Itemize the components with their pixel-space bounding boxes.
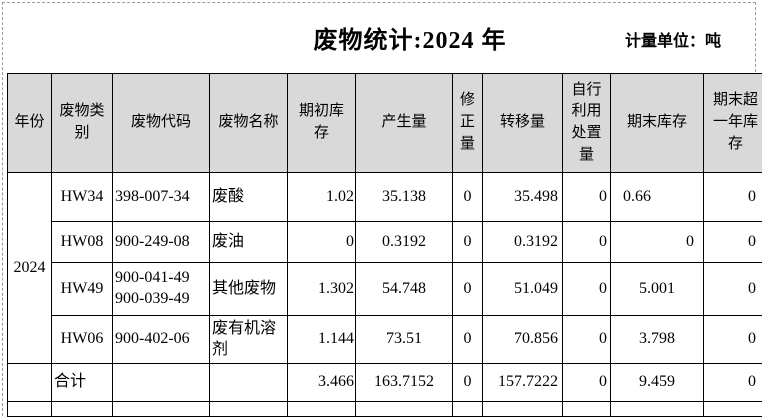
empty-cell xyxy=(7,401,52,417)
cell-transferred: 51.049 xyxy=(482,262,563,316)
cell-total-generated: 163.7152 xyxy=(355,363,453,402)
col-opening-stock: 期初库存 xyxy=(287,73,356,173)
empty-row xyxy=(7,401,762,417)
header-row: 年份 废物类别 废物代码 废物名称 期初库存 产生量 修正量 转移量 自行利用处… xyxy=(7,73,762,173)
cell-opening: 1.02 xyxy=(287,172,356,222)
cell-correction: 0 xyxy=(452,221,483,263)
cell-opening: 1.144 xyxy=(287,315,356,364)
empty-cell xyxy=(482,401,563,417)
empty-cell xyxy=(562,401,611,417)
col-name: 废物名称 xyxy=(209,73,288,173)
cell-total-correction: 0 xyxy=(452,363,483,402)
col-category: 废物类别 xyxy=(51,73,113,173)
cell-category: HW49 xyxy=(51,262,113,316)
col-generated: 产生量 xyxy=(355,73,453,173)
empty-cell xyxy=(51,401,113,417)
cell-total-transferred: 157.7222 xyxy=(482,363,563,402)
cell-year: 2024 xyxy=(7,172,52,364)
cell-name-empty xyxy=(209,363,288,402)
cell-transferred: 70.856 xyxy=(482,315,563,364)
cell-correction: 0 xyxy=(452,262,483,316)
cell-name: 废油 xyxy=(209,221,288,263)
cell-code: 398-007-34 xyxy=(112,172,210,222)
col-closing-stock: 期末库存 xyxy=(610,73,704,173)
cell-closing: 0 xyxy=(610,221,704,263)
cell-self-disposal: 0 xyxy=(562,221,611,263)
measure-unit-label: 计量单位：吨 xyxy=(625,33,722,50)
cell-category: HW34 xyxy=(51,172,113,222)
table-row: HW08 900-249-08 废油 0 0.3192 0 0.3192 0 0… xyxy=(8,221,762,263)
print-area-dashed-right xyxy=(755,2,756,72)
empty-cell xyxy=(610,401,704,417)
table-row: 2024 HW34 398-007-34 废酸 1.02 35.138 0 35… xyxy=(7,172,762,364)
cell-year-empty xyxy=(7,363,52,402)
col-transferred: 转移量 xyxy=(482,73,563,173)
cell-code: 900-041-49 900-039-49 xyxy=(112,262,210,316)
cell-correction: 0 xyxy=(452,315,483,364)
cell-name: 其他废物 xyxy=(209,262,288,316)
cell-self-disposal: 0 xyxy=(562,172,611,222)
cell-code: 900-249-08 xyxy=(112,221,210,263)
cell-over-year: 0 xyxy=(703,172,762,222)
cell-correction: 0 xyxy=(452,172,483,222)
cell-category: HW08 xyxy=(51,221,113,263)
cell-generated: 73.51 xyxy=(355,315,453,364)
cell-transferred: 35.498 xyxy=(482,172,563,222)
empty-cell xyxy=(287,401,356,417)
cell-name: 废酸 xyxy=(209,172,288,222)
empty-cell xyxy=(703,401,762,417)
cell-generated: 35.138 xyxy=(355,172,453,222)
cell-code-empty xyxy=(112,363,210,402)
cell-closing: 3.798 xyxy=(610,315,704,364)
cell-over-year: 0 xyxy=(703,221,762,263)
empty-cell xyxy=(355,401,453,417)
empty-cell xyxy=(209,401,288,417)
print-area-dashed-top xyxy=(2,2,756,3)
cell-total-opening: 3.466 xyxy=(287,363,356,402)
cell-generated: 0.3192 xyxy=(355,221,453,263)
cell-category: HW06 xyxy=(51,315,113,364)
cell-closing: 0.66 xyxy=(610,172,704,222)
cell-over-year: 0 xyxy=(703,262,762,316)
cell-total-label: 合计 xyxy=(51,363,113,402)
empty-cell xyxy=(112,401,210,417)
cell-self-disposal: 0 xyxy=(562,315,611,364)
cell-transferred: 0.3192 xyxy=(482,221,563,263)
total-row: 合计 3.466 163.7152 0 157.7222 0 9.459 0 xyxy=(7,363,762,402)
empty-cell xyxy=(452,401,483,417)
cell-opening: 0 xyxy=(287,221,356,263)
cell-self-disposal: 0 xyxy=(562,262,611,316)
col-correction: 修正量 xyxy=(452,73,483,173)
table-row: HW06 900-402-06 废有机溶剂 1.144 73.51 0 70.8… xyxy=(8,315,762,364)
cell-name: 废有机溶剂 xyxy=(209,315,288,364)
col-self-disposal: 自行利用处置量 xyxy=(562,73,611,173)
cell-code: 900-402-06 xyxy=(112,315,210,364)
cell-opening: 1.302 xyxy=(287,262,356,316)
cell-total-closing: 9.459 xyxy=(610,363,704,402)
print-area-dashed-left xyxy=(2,2,3,416)
cell-closing: 5.001 xyxy=(610,262,704,316)
cell-total-over-year: 0 xyxy=(703,363,762,402)
cell-over-year: 0 xyxy=(703,315,762,364)
cell-total-self-disposal: 0 xyxy=(562,363,611,402)
col-year: 年份 xyxy=(7,73,52,173)
waste-statistics-table: 年份 废物类别 废物代码 废物名称 期初库存 产生量 修正量 转移量 自行利用处… xyxy=(7,73,762,417)
page-title: 废物统计:2024 年 xyxy=(313,28,507,54)
table-row: HW49 900-041-49 900-039-49 其他废物 1.302 54… xyxy=(8,262,762,316)
cell-generated: 54.748 xyxy=(355,262,453,316)
col-code: 废物代码 xyxy=(112,73,210,173)
col-over-year-stock: 期末超一年库存 xyxy=(703,73,762,173)
